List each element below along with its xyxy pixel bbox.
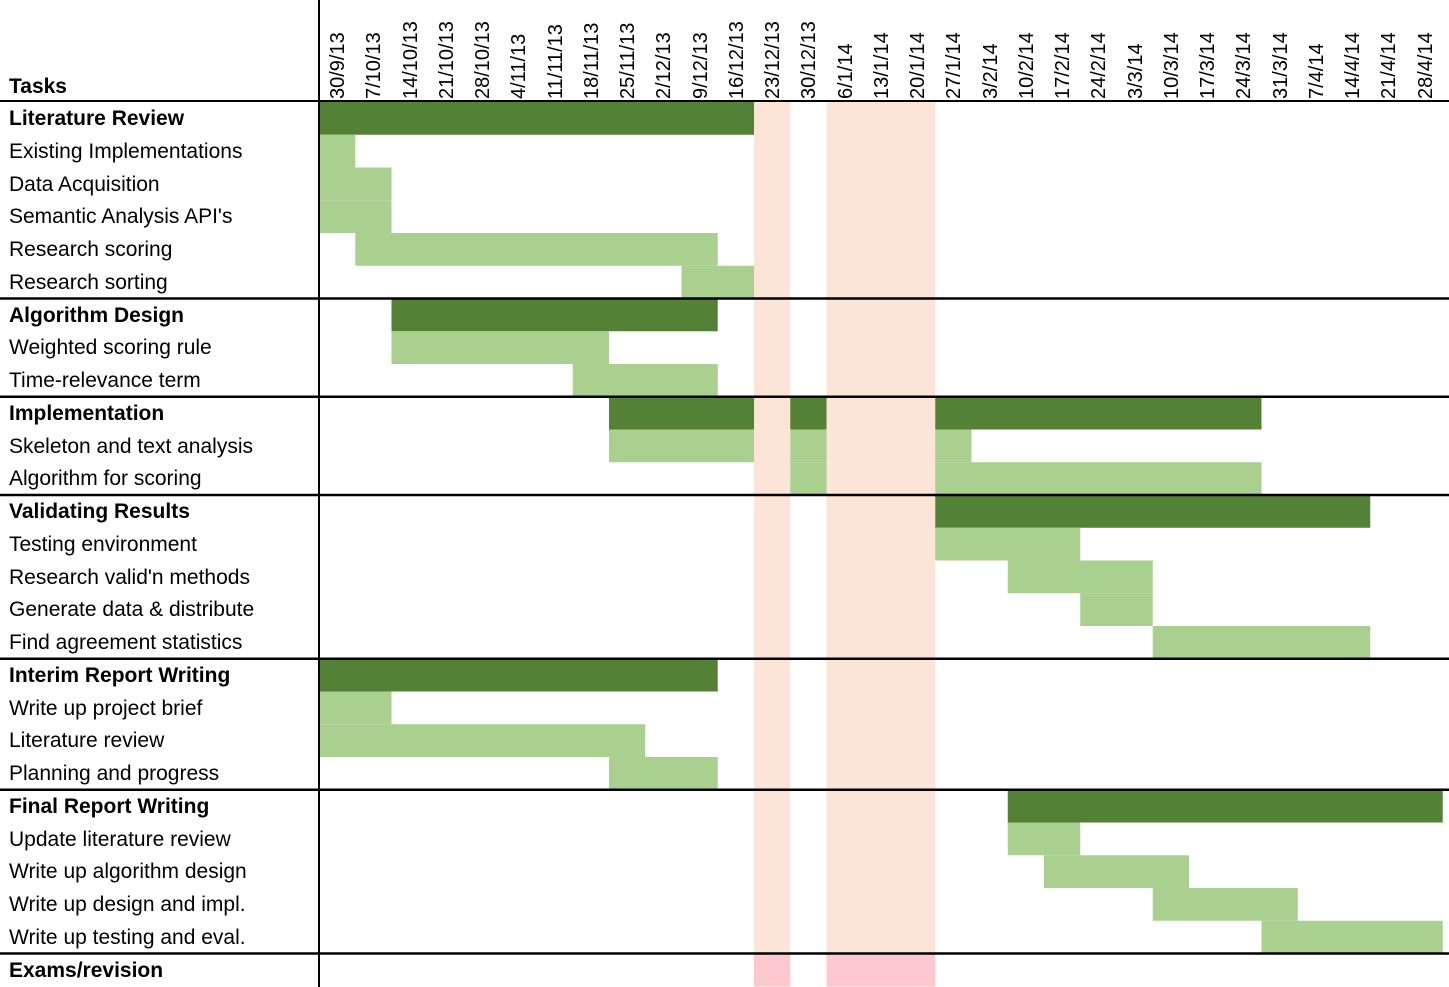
- group-label: Interim Report Writing: [9, 663, 231, 687]
- week-tick-label: 30/12/13: [798, 21, 821, 99]
- week-tick-label: 14/4/14: [1342, 32, 1364, 99]
- task-label: Update literature review: [9, 827, 231, 851]
- week-tick-label: 31/3/14: [1269, 32, 1292, 99]
- group-bar: [1007, 789, 1443, 823]
- week-tick-label: 6/1/14: [834, 43, 857, 99]
- week-tick-label: 30/9/13: [327, 32, 349, 99]
- week-tick-label: 21/4/14: [1378, 32, 1401, 99]
- task-label: Data Acquisition: [9, 172, 160, 196]
- task-label: Write up testing and eval.: [9, 925, 246, 949]
- group-label: Literature Review: [9, 107, 185, 130]
- task-label: Find agreement statistics: [9, 631, 243, 654]
- group-bar: [935, 495, 1371, 528]
- week-tick-label: 18/11/13: [580, 22, 603, 99]
- task-bar: [609, 757, 718, 790]
- week-tick-label: 3/3/14: [1124, 43, 1147, 99]
- week-tick-label: 2/12/13: [653, 32, 676, 99]
- task-bar: [1044, 855, 1189, 888]
- task-bar: [319, 724, 646, 757]
- task-bar: [935, 429, 972, 463]
- week-tick-label: 3/2/14: [979, 43, 1002, 99]
- week-tick-label: 17/3/14: [1197, 32, 1219, 99]
- task-label: Research scoring: [9, 238, 173, 261]
- task-bar: [1007, 560, 1153, 594]
- week-tick-label: 11/11/13: [544, 24, 567, 99]
- task-label: Weighted scoring rule: [9, 336, 212, 360]
- week-tick-label: 10/3/14: [1160, 32, 1183, 99]
- task-bar: [319, 134, 356, 168]
- week-tick-label: 23/12/13: [762, 21, 784, 99]
- week-tick-label: 16/12/13: [725, 21, 748, 99]
- task-bar: [935, 462, 1262, 495]
- week-tick-label: 21/10/13: [435, 21, 458, 99]
- week-tick-label: 4/11/13: [508, 33, 531, 99]
- holiday-band: [826, 102, 936, 987]
- week-tick-label: 14/10/13: [399, 21, 422, 99]
- task-label: Algorithm for scoring: [9, 467, 202, 491]
- week-tick-label: 27/1/14: [943, 32, 966, 99]
- task-bar: [1080, 593, 1153, 626]
- task-bar: [319, 691, 392, 725]
- task-label: Testing environment: [9, 532, 197, 556]
- task-bar: [391, 331, 609, 364]
- group-label: Final Report Writing: [9, 794, 210, 818]
- week-tick-label: 28/10/13: [472, 21, 494, 99]
- task-bar: [1152, 888, 1298, 921]
- week-tick-label: 10/2/14: [1015, 32, 1038, 99]
- task-label: Research valid'n methods: [9, 565, 250, 589]
- group-label: Validating Results: [9, 500, 190, 523]
- group-bar: [319, 102, 754, 135]
- week-tick-label: 13/1/14: [870, 32, 893, 99]
- task-bar: [319, 167, 392, 201]
- group-bar: [935, 396, 1262, 430]
- group-label: Algorithm Design: [9, 303, 185, 327]
- week-tick-label: 24/3/14: [1233, 32, 1256, 99]
- task-label: Write up algorithm design: [9, 860, 247, 884]
- group-bar: [391, 298, 718, 332]
- task-bar: [790, 429, 827, 463]
- group-label: Implementation: [9, 401, 165, 425]
- task-bar: [355, 233, 718, 266]
- task-label: Semantic Analysis API's: [9, 205, 233, 229]
- week-tick-label: 17/2/14: [1052, 32, 1074, 99]
- task-label: Skeleton and text analysis: [9, 434, 253, 458]
- week-tick-label: 20/1/14: [907, 32, 929, 99]
- group-label: Exams/revision: [9, 958, 164, 982]
- task-label: Research sorting: [9, 270, 168, 294]
- exam-bar: [754, 953, 791, 987]
- week-tick-label: 25/11/13: [617, 22, 639, 99]
- task-bar: [1261, 920, 1443, 954]
- task-bar: [1152, 626, 1371, 659]
- group-bar: [790, 396, 827, 430]
- week-tick-label: 28/4/14: [1414, 32, 1437, 99]
- exam-bar: [826, 953, 936, 987]
- task-label: Generate data & distribute: [9, 598, 255, 622]
- task-bar: [935, 527, 1081, 561]
- task-label: Literature review: [9, 729, 165, 753]
- group-bar: [609, 396, 754, 430]
- task-bar: [609, 429, 754, 463]
- tasks-header: Tasks: [9, 75, 67, 98]
- task-bar: [1007, 822, 1081, 856]
- week-tick-label: 24/2/14: [1088, 32, 1111, 99]
- task-bar: [790, 462, 827, 495]
- task-bar: [572, 364, 718, 397]
- week-tick-label: 9/12/13: [689, 32, 712, 99]
- task-label: Planning and progress: [9, 762, 220, 785]
- task-bar: [681, 265, 754, 299]
- week-tick-label: 7/10/13: [363, 32, 386, 99]
- task-label: Write up project brief: [9, 696, 203, 720]
- week-tick-label: 7/4/14: [1305, 43, 1328, 99]
- holiday-band: [754, 102, 791, 987]
- task-label: Existing Implementations: [9, 139, 243, 163]
- task-label: Time-relevance term: [9, 369, 201, 392]
- task-bar: [319, 200, 392, 233]
- task-label: Write up design and impl.: [9, 893, 246, 916]
- group-bar: [319, 658, 718, 692]
